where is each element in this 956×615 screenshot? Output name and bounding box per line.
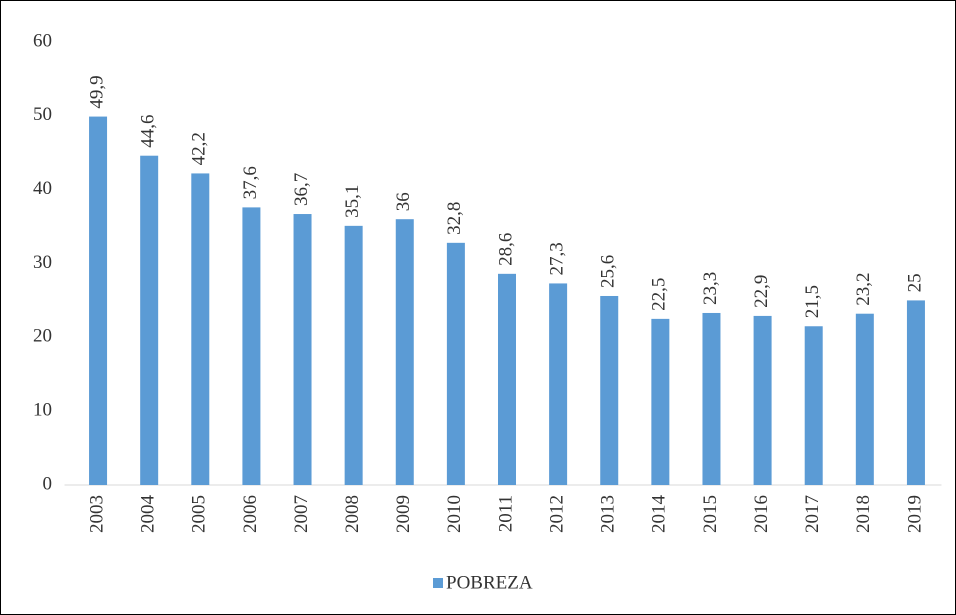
data-label: 27,3 bbox=[546, 242, 567, 275]
data-label: 36 bbox=[393, 192, 414, 211]
data-label: 35,1 bbox=[342, 185, 363, 218]
y-tick-label: 60 bbox=[33, 30, 52, 51]
y-tick-label: 30 bbox=[33, 252, 52, 273]
bar bbox=[906, 300, 925, 485]
x-tick-label: 2016 bbox=[751, 495, 772, 533]
data-label: 49,9 bbox=[86, 75, 107, 108]
data-label: 32,8 bbox=[444, 202, 465, 235]
bar bbox=[855, 313, 874, 485]
bar bbox=[89, 116, 108, 486]
bar bbox=[549, 283, 568, 485]
data-label: 44,6 bbox=[138, 114, 159, 147]
bar bbox=[498, 273, 516, 485]
x-tick-label: 2013 bbox=[598, 495, 619, 533]
x-tick-label: 2003 bbox=[86, 495, 107, 533]
data-label: 22,5 bbox=[649, 278, 670, 311]
x-tick-label: 2009 bbox=[393, 495, 414, 533]
data-label: 28,6 bbox=[495, 233, 516, 266]
bar bbox=[395, 219, 414, 485]
legend-label: POBREZA bbox=[446, 572, 533, 593]
y-tick-label: 0 bbox=[43, 473, 53, 494]
x-tick-label: 2019 bbox=[904, 495, 925, 533]
bar bbox=[293, 214, 312, 485]
x-tick-label: 2015 bbox=[700, 495, 721, 533]
x-tick-label: 2004 bbox=[138, 495, 159, 534]
x-tick-label: 2012 bbox=[546, 495, 567, 533]
data-label: 42,2 bbox=[189, 132, 210, 165]
x-tick-label: 2007 bbox=[291, 495, 312, 533]
y-tick-label: 40 bbox=[33, 178, 52, 199]
y-tick-label: 50 bbox=[33, 104, 52, 125]
x-tick-label: 2008 bbox=[342, 495, 363, 533]
x-tick-label: 2011 bbox=[495, 495, 516, 532]
bar bbox=[753, 315, 772, 485]
bar bbox=[140, 155, 159, 485]
x-tick-label: 2017 bbox=[802, 495, 823, 533]
x-tick-label: 2018 bbox=[853, 495, 874, 533]
y-tick-label: 20 bbox=[33, 326, 52, 347]
bar bbox=[804, 326, 823, 485]
bar bbox=[702, 312, 721, 485]
bar bbox=[242, 207, 261, 486]
bar bbox=[191, 173, 210, 485]
data-label: 25 bbox=[904, 273, 925, 292]
bar bbox=[446, 242, 465, 485]
x-tick-label: 2006 bbox=[240, 495, 261, 533]
data-label: 37,6 bbox=[240, 166, 261, 199]
data-label: 25,6 bbox=[598, 255, 619, 288]
x-tick-label: 2005 bbox=[189, 495, 210, 533]
data-label: 21,5 bbox=[802, 285, 823, 318]
bar bbox=[651, 318, 670, 485]
data-label: 22,9 bbox=[751, 275, 772, 308]
x-tick-label: 2010 bbox=[444, 495, 465, 533]
data-label: 23,2 bbox=[853, 272, 874, 305]
data-label: 23,3 bbox=[700, 272, 721, 305]
bar bbox=[600, 295, 619, 485]
y-tick-label: 10 bbox=[33, 400, 52, 421]
data-label: 36,7 bbox=[291, 173, 312, 206]
legend-swatch bbox=[433, 578, 443, 588]
x-tick-label: 2014 bbox=[649, 495, 670, 534]
bar bbox=[344, 225, 363, 485]
